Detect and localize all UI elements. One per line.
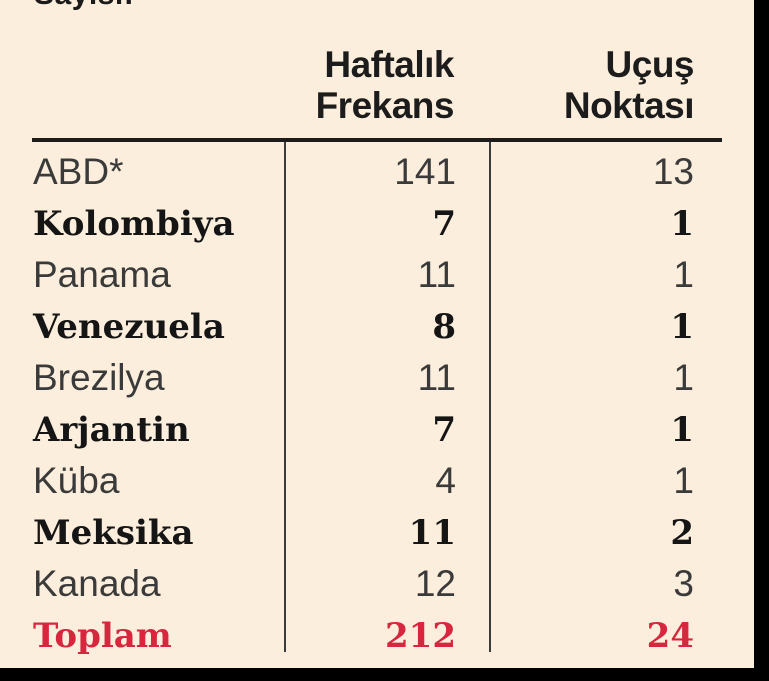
header-rule [32, 138, 722, 142]
country-cell: Panama [33, 254, 171, 295]
header-weekly-frequency-line2: Frekans [315, 85, 455, 126]
table-row: Meksika 11 2 [0, 507, 754, 559]
table-row: Kanada 12 3 [0, 558, 754, 610]
partial-title: Sayısı: [34, 0, 134, 12]
table-row: ABD* 141 13 [0, 146, 754, 198]
table-row: Kolombiya 7 1 [0, 198, 754, 250]
frequency-cell: 11 [417, 357, 456, 398]
total-label: Toplam [33, 615, 172, 656]
country-cell: Venezuela [33, 306, 225, 347]
header-weekly-frequency: Haftalık Frekans [204, 44, 455, 126]
frequency-cell: 12 [414, 563, 456, 604]
frequency-cell: 8 [432, 306, 456, 347]
column-divider-2 [489, 142, 491, 652]
frequency-cell: 11 [417, 254, 456, 295]
country-cell: Meksika [33, 512, 194, 553]
frequency-cell: 11 [408, 512, 456, 553]
total-row: Toplam 212 24 [0, 610, 754, 662]
destinations-cell: 2 [670, 512, 694, 553]
table-row: Venezuela 8 1 [0, 301, 754, 353]
destinations-cell: 1 [670, 306, 694, 347]
frequency-cell: 141 [394, 151, 456, 192]
destinations-cell: 1 [670, 203, 694, 244]
header-destinations: Uçuş Noktası [474, 44, 695, 126]
column-divider-1 [284, 142, 286, 652]
table-row: Brezilya 11 1 [0, 352, 754, 404]
destinations-cell: 1 [673, 357, 694, 398]
header-weekly-frequency-line1: Haftalık [324, 44, 454, 85]
table-row: Panama 11 1 [0, 249, 754, 301]
destinations-cell: 1 [673, 254, 694, 295]
flight-table-card: Sayısı: Haftalık Frekans Uçuş Noktası AB… [0, 0, 754, 668]
total-frequency: 212 [385, 615, 456, 656]
frequency-cell: 7 [432, 203, 456, 244]
destinations-cell: 13 [652, 151, 694, 192]
header-destinations-line1: Uçuş [605, 44, 695, 85]
country-cell: Brezilya [33, 357, 165, 398]
header-destinations-line2: Noktası [563, 85, 695, 126]
country-cell: Arjantin [33, 409, 190, 450]
country-cell: ABD* [33, 151, 124, 192]
frequency-cell: 7 [432, 409, 456, 450]
country-cell: Küba [33, 460, 120, 501]
country-cell: Kanada [33, 563, 161, 604]
destinations-cell: 3 [673, 563, 694, 604]
frequency-cell: 4 [435, 460, 456, 501]
table-body: ABD* 141 13 Kolombiya 7 1 Panama 11 1 Venezuela 8 1… [0, 146, 754, 661]
destinations-cell: 1 [673, 460, 694, 501]
table-row: Arjantin 7 1 [0, 404, 754, 456]
table-row: Küba 4 1 [0, 455, 754, 507]
country-cell: Kolombiya [33, 203, 235, 244]
total-destinations: 24 [646, 615, 694, 656]
destinations-cell: 1 [670, 409, 694, 450]
